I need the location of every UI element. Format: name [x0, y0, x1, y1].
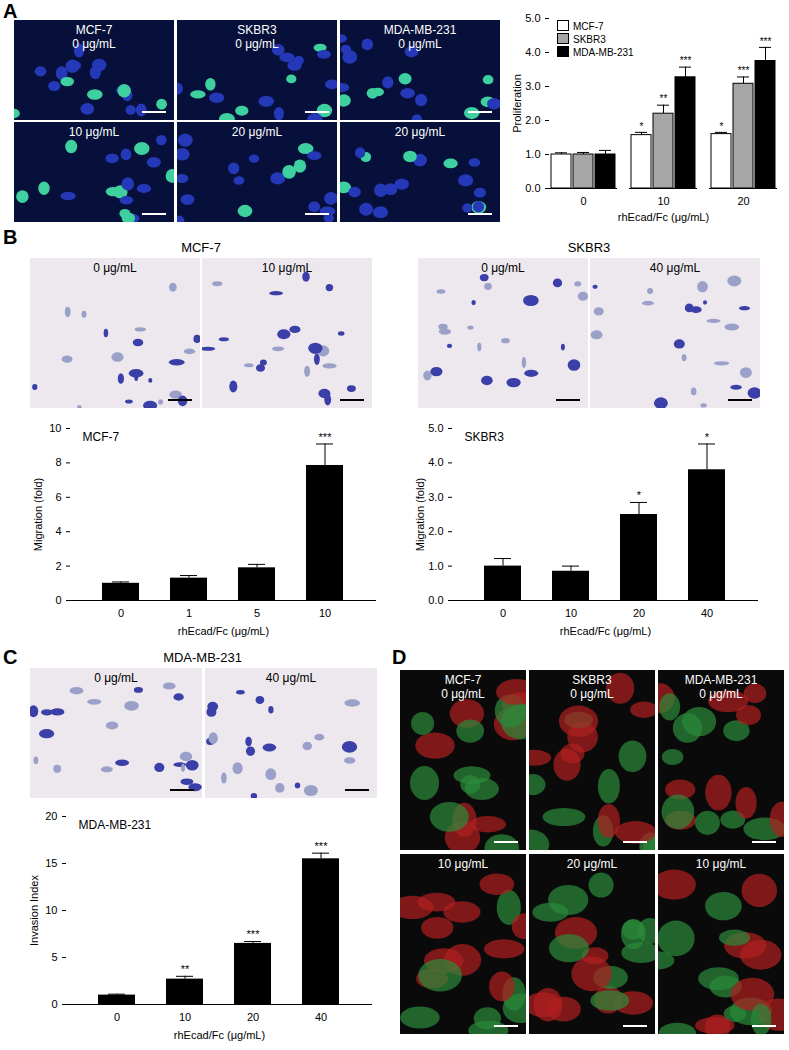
html-text:40 μg/mL: 40 μg/mL [649, 261, 701, 275]
svg-text:5: 5 [254, 607, 260, 619]
svg-text:8: 8 [55, 456, 61, 468]
svg-text:0: 0 [51, 998, 57, 1010]
svg-text:*: * [720, 121, 724, 132]
html-text:0 μg/mL: 0 μg/mL [398, 37, 442, 51]
svg-text:40: 40 [315, 1011, 327, 1023]
svg-text:*: * [705, 431, 710, 443]
html-text:SKBR3: SKBR3 [237, 23, 277, 37]
html-text:A: A [3, 0, 18, 22]
svg-text:***: *** [315, 840, 329, 852]
svg-text:SKBR3: SKBR3 [465, 430, 505, 444]
html-text:0 μg/mL: 0 μg/mL [235, 37, 279, 51]
svg-text:0: 0 [580, 195, 586, 207]
svg-text:5.0: 5.0 [428, 422, 443, 434]
svg-text:MDA-MB-231: MDA-MB-231 [79, 818, 152, 832]
html-text:10 μg/mL: 10 μg/mL [695, 857, 747, 871]
svg-text:20: 20 [247, 1011, 259, 1023]
svg-text:MCF-7: MCF-7 [83, 430, 120, 444]
svg-text:Migration (fold): Migration (fold) [32, 478, 44, 551]
svg-text:5.0: 5.0 [525, 12, 540, 24]
svg-text:1.0: 1.0 [428, 560, 443, 572]
svg-text:Proliferation: Proliferation [511, 74, 523, 133]
svg-text:1: 1 [186, 607, 192, 619]
html-text:10 μg/mL: 10 μg/mL [437, 857, 489, 871]
html-text:0 μg/mL: 0 μg/mL [93, 261, 137, 275]
html-text:40 μg/mL: 40 μg/mL [265, 671, 317, 685]
svg-text:rhEcad/Fc (μg/mL): rhEcad/Fc (μg/mL) [560, 625, 651, 637]
html-text:MDA-MB-231: MDA-MB-231 [163, 650, 242, 665]
svg-text:0: 0 [114, 1011, 120, 1023]
html-text:MCF-7: MCF-7 [444, 673, 482, 687]
svg-text:***: *** [738, 65, 750, 76]
svg-text:20: 20 [633, 607, 645, 619]
svg-text:Invasion Index: Invasion Index [28, 875, 40, 946]
svg-text:6: 6 [55, 491, 61, 503]
html-text:20 μg/mL: 20 μg/mL [566, 857, 618, 871]
svg-text:2.0: 2.0 [525, 114, 540, 126]
svg-text:**: ** [660, 93, 668, 104]
html-text:20 μg/mL: 20 μg/mL [394, 125, 446, 139]
svg-text:20: 20 [737, 195, 749, 207]
html-text:0 μg/mL: 0 μg/mL [570, 687, 614, 701]
svg-text:4.0: 4.0 [428, 456, 443, 468]
svg-text:10: 10 [319, 607, 331, 619]
html-text:MCF-7: MCF-7 [75, 23, 113, 37]
svg-text:0.0: 0.0 [525, 182, 540, 194]
svg-text:10: 10 [657, 195, 669, 207]
html-text:SKBR3: SKBR3 [567, 240, 611, 255]
svg-text:10: 10 [179, 1011, 191, 1023]
html-text:C: C [3, 646, 18, 668]
svg-text:4: 4 [55, 525, 61, 537]
svg-text:0: 0 [55, 594, 61, 606]
html-text:MCF-7: MCF-7 [181, 240, 221, 255]
svg-text:2: 2 [55, 560, 61, 572]
html-text:MDA-MB-231: MDA-MB-231 [573, 47, 634, 58]
html-text:SKBR3: SKBR3 [572, 673, 612, 687]
svg-text:20: 20 [45, 810, 57, 822]
svg-text:*: * [637, 489, 642, 501]
svg-text:15: 15 [45, 857, 57, 869]
svg-text:4.0: 4.0 [525, 46, 540, 58]
svg-text:0: 0 [118, 607, 124, 619]
svg-text:rhEcad/Fc (μg/mL): rhEcad/Fc (μg/mL) [178, 625, 269, 637]
svg-text:rhEcad/Fc (μg/mL): rhEcad/Fc (μg/mL) [174, 1029, 265, 1041]
svg-text:***: *** [247, 928, 261, 940]
svg-text:Migration (fold): Migration (fold) [414, 478, 426, 551]
html-text:10 μg/mL: 10 μg/mL [68, 125, 120, 139]
svg-text:3.0: 3.0 [428, 491, 443, 503]
svg-text:10: 10 [49, 422, 61, 434]
html-text:0 μg/mL: 0 μg/mL [699, 687, 743, 701]
html-text:0 μg/mL: 0 μg/mL [72, 37, 116, 51]
svg-text:***: *** [680, 55, 692, 66]
svg-text:0.0: 0.0 [428, 594, 443, 606]
svg-text:rhEcad/Fc (μg/mL): rhEcad/Fc (μg/mL) [618, 211, 709, 223]
svg-text:40: 40 [701, 607, 713, 619]
svg-text:***: *** [760, 36, 772, 47]
html-text:0 μg/mL: 0 μg/mL [441, 687, 485, 701]
svg-text:**: ** [181, 963, 190, 975]
html-text:D: D [392, 646, 407, 668]
html-text:SKBR3: SKBR3 [573, 34, 606, 45]
svg-text:1.0: 1.0 [525, 148, 540, 160]
svg-text:2.0: 2.0 [428, 525, 443, 537]
html-text:0 μg/mL: 0 μg/mL [481, 261, 525, 275]
html-text:MDA-MB-231: MDA-MB-231 [684, 673, 758, 687]
svg-text:3.0: 3.0 [525, 80, 540, 92]
svg-text:10: 10 [45, 904, 57, 916]
html-text:0 μg/mL: 0 μg/mL [94, 671, 138, 685]
html-text:MDA-MB-231: MDA-MB-231 [383, 23, 457, 37]
html-text:20 μg/mL: 20 μg/mL [231, 125, 283, 139]
svg-text:5: 5 [51, 951, 57, 963]
svg-text:0: 0 [500, 607, 506, 619]
html-text:10 μg/mL: 10 μg/mL [261, 261, 313, 275]
svg-text:***: *** [319, 431, 333, 443]
svg-text:*: * [640, 121, 644, 132]
html-text:B: B [3, 226, 18, 248]
html-text:MCF-7: MCF-7 [573, 21, 604, 32]
svg-text:10: 10 [565, 607, 577, 619]
